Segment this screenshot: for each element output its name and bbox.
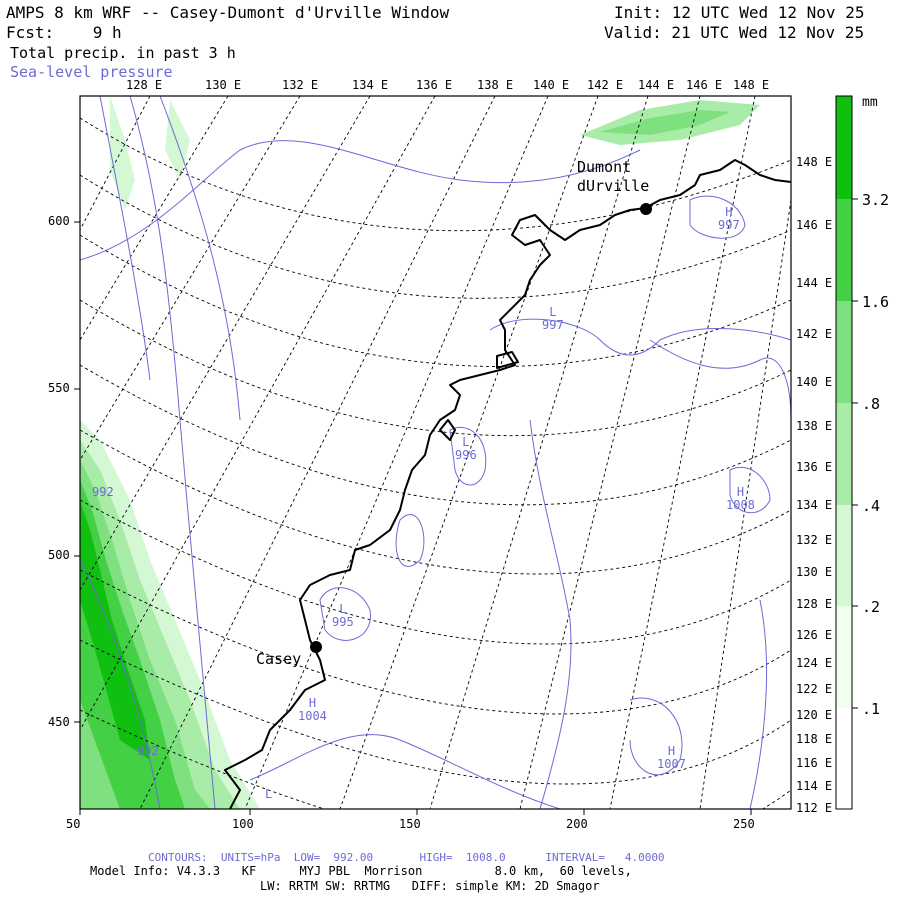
- top-lon-label: 136 E: [416, 78, 453, 92]
- contour-value-label: 992: [92, 485, 114, 499]
- dumont-durville-station-marker: [640, 203, 652, 215]
- top-lon-label: 140 E: [533, 78, 570, 92]
- casey-station-marker: [310, 641, 322, 653]
- slp-contours: [80, 96, 791, 809]
- casey-station-label: Casey: [256, 650, 302, 668]
- contour-value-label: 992: [137, 744, 159, 758]
- x-tick-100: 100: [232, 817, 254, 831]
- contour-info: CONTOURS: UNITS=hPa LOW= 992.00 HIGH= 10…: [148, 851, 665, 864]
- pressure-center-label: H 1008: [726, 485, 755, 512]
- bottom-axis: [79, 809, 752, 815]
- right-lon-label: 126 E: [796, 628, 833, 642]
- init-time: Init: 12 UTC Wed 12 Nov 25: [614, 3, 865, 22]
- top-lon-label: 130 E: [205, 78, 242, 92]
- right-lon-label: 136 E: [796, 460, 833, 474]
- y-tick-550: 550: [48, 381, 70, 395]
- pressure-center-label: L: [265, 787, 273, 801]
- colorbar-level-label: .4: [862, 497, 881, 515]
- right-lon-label: 148 E: [796, 155, 833, 169]
- right-lon-label: 118 E: [796, 732, 833, 746]
- top-lon-label: 146 E: [686, 78, 723, 92]
- pressure-center-label: H 1007: [657, 744, 686, 771]
- precip-shading: [80, 96, 760, 809]
- top-lon-label: 128 E: [126, 78, 163, 92]
- colorbar-level-label: .2: [862, 598, 881, 616]
- field-precip-label: Total precip. in past 3 h: [10, 44, 236, 62]
- right-lon-label: 128 E: [796, 597, 833, 611]
- top-lon-label: 144 E: [638, 78, 675, 92]
- valid-time: Valid: 21 UTC Wed 12 Nov 25: [604, 23, 865, 42]
- pressure-center-label: L 997: [542, 305, 564, 332]
- x-tick-150: 150: [399, 817, 421, 831]
- right-lon-label: 122 E: [796, 682, 833, 696]
- left-axis: [74, 221, 80, 723]
- pressure-center-label: L 995: [332, 602, 354, 629]
- pressure-center-label: H 997: [718, 205, 740, 232]
- top-lon-label: 148 E: [733, 78, 770, 92]
- colorbar-level-label: 1.6: [862, 293, 890, 311]
- field-slp-label: Sea-level pressure: [10, 63, 173, 81]
- colorbar: [835, 95, 858, 810]
- right-lon-label: 124 E: [796, 656, 833, 670]
- right-lon-label: 114 E: [796, 779, 833, 793]
- x-tick-200: 200: [566, 817, 588, 831]
- y-tick-500: 500: [48, 548, 70, 562]
- top-lon-label: 138 E: [477, 78, 514, 92]
- pressure-center-label: L 996: [455, 435, 477, 462]
- forecast-hour: Fcst: 9 h: [6, 23, 122, 42]
- y-tick-450: 450: [48, 715, 70, 729]
- model-info: Model Info: V4.3.3 KF MYJ PBL Morrison 8…: [90, 864, 632, 878]
- x-tick-50: 50: [66, 817, 81, 831]
- top-lon-label: 142 E: [587, 78, 624, 92]
- colorbar-level-label: .1: [862, 700, 881, 718]
- top-lon-label: 132 E: [282, 78, 319, 92]
- right-lon-label: 146 E: [796, 218, 833, 232]
- colorbar-level-label: .8: [862, 395, 881, 413]
- y-tick-600: 600: [48, 214, 70, 228]
- physics-info: LW: RRTM SW: RRTMG DIFF: simple KM: 2D S…: [260, 879, 600, 893]
- right-lon-label: 144 E: [796, 276, 833, 290]
- right-lon-label: 132 E: [796, 533, 833, 547]
- right-lon-label: 112 E: [796, 801, 833, 815]
- top-lon-label: 134 E: [352, 78, 389, 92]
- right-lon-label: 140 E: [796, 375, 833, 389]
- right-lon-label: 134 E: [796, 498, 833, 512]
- colorbar-unit: mm: [862, 95, 878, 110]
- graticule-meridians: [80, 96, 791, 809]
- x-tick-250: 250: [733, 817, 755, 831]
- colorbar-level-label: 3.2: [862, 191, 890, 209]
- right-lon-label: 120 E: [796, 708, 833, 722]
- right-lon-label: 138 E: [796, 419, 833, 433]
- map-title: AMPS 8 km WRF -- Casey-Dumont d'Urville …: [6, 3, 450, 22]
- graticule-parallels: [80, 117, 791, 809]
- pressure-center-label: H 1004: [298, 696, 327, 723]
- map-frame: [79, 95, 792, 810]
- right-lon-label: 142 E: [796, 327, 833, 341]
- right-lon-label: 116 E: [796, 756, 833, 770]
- right-lon-label: 130 E: [796, 565, 833, 579]
- dumont-durville-station-label: Dumont dUrville: [577, 158, 650, 195]
